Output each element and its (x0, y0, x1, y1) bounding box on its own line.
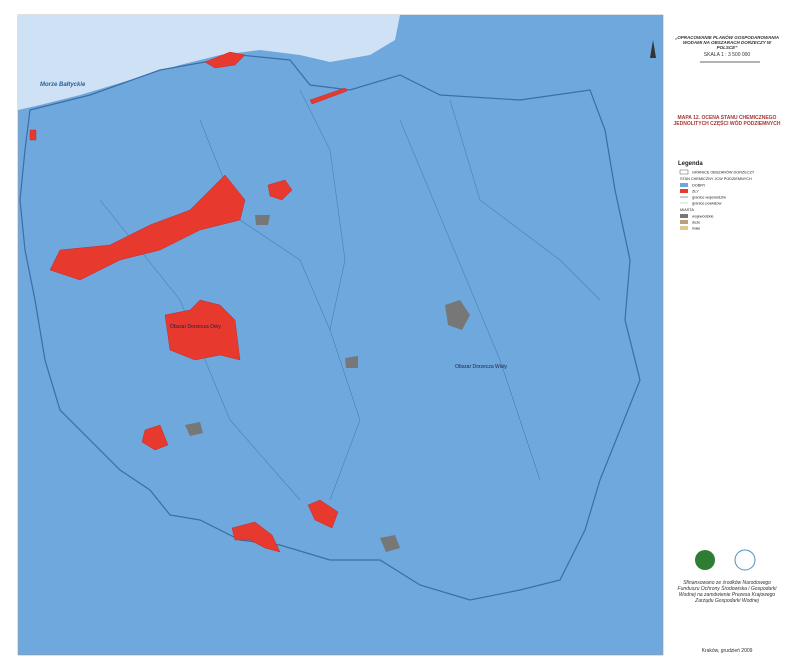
place-date: Kraków, grudzień 2009 (701, 648, 753, 654)
logo (695, 550, 715, 570)
legend-item: małe (692, 227, 700, 231)
north-arrow (650, 40, 656, 58)
legend: Legenda GRANICE OBSZARÓW DORZECZY STAN C… (678, 161, 755, 231)
legend-swatch (680, 183, 688, 187)
country-outline (19, 54, 641, 601)
legend-item: DOBRY (692, 184, 706, 188)
area-bad (49, 174, 246, 281)
area-bad (231, 521, 281, 553)
city (255, 215, 270, 225)
legend-item: GRANICE OBSZARÓW DORZECZY (692, 170, 755, 175)
title: „OPRACOWANIE PLANÓW GOSPODAROWANIA WODAM… (674, 35, 779, 50)
legend-item: duże (692, 221, 700, 225)
area-bad (141, 424, 169, 451)
legend-swatch (680, 189, 688, 193)
legend-item: ZŁY (692, 190, 699, 194)
legend-title: Legenda (678, 161, 703, 167)
legend-swatch (680, 220, 688, 224)
legend-item: granice województw (692, 196, 726, 200)
legend-item: STAN CHEMICZNY JCW PODZIEMNYCH (680, 177, 752, 181)
funding: Sfinansowano ze środków Narodowego Fundu… (677, 580, 777, 604)
area-bad (164, 299, 241, 361)
scale: SKALA 1 : 3 500 000 (703, 52, 751, 58)
city (185, 422, 203, 436)
city (345, 356, 358, 368)
basin-label: Obszar Dorzecza Wisły (455, 364, 507, 370)
basin-label: Obszar Dorzecza Odry (170, 324, 221, 330)
bad-status-areas (29, 51, 348, 553)
logo (734, 549, 756, 571)
area-bad (267, 179, 293, 201)
sea-label: Morze Bałtyckie (40, 82, 86, 88)
cities (185, 215, 470, 552)
map-title: MAPA 12. OCENA STANU CHEMICZNEGO JEDNOLI… (673, 115, 781, 127)
admin-boundaries (99, 89, 601, 501)
city (380, 535, 400, 552)
area-bad (204, 51, 246, 69)
area-bad (307, 499, 339, 529)
legend-item: granice powiatów (692, 202, 722, 206)
legend-swatch (680, 226, 688, 230)
sea (18, 15, 400, 110)
legend-swatch (679, 169, 689, 175)
area-bad (29, 129, 37, 141)
legend-item: wojewódzkie (692, 215, 714, 219)
city (445, 300, 470, 330)
area-bad (309, 87, 348, 105)
legend-item: MIASTA (680, 208, 694, 212)
legend-swatch (680, 214, 688, 218)
